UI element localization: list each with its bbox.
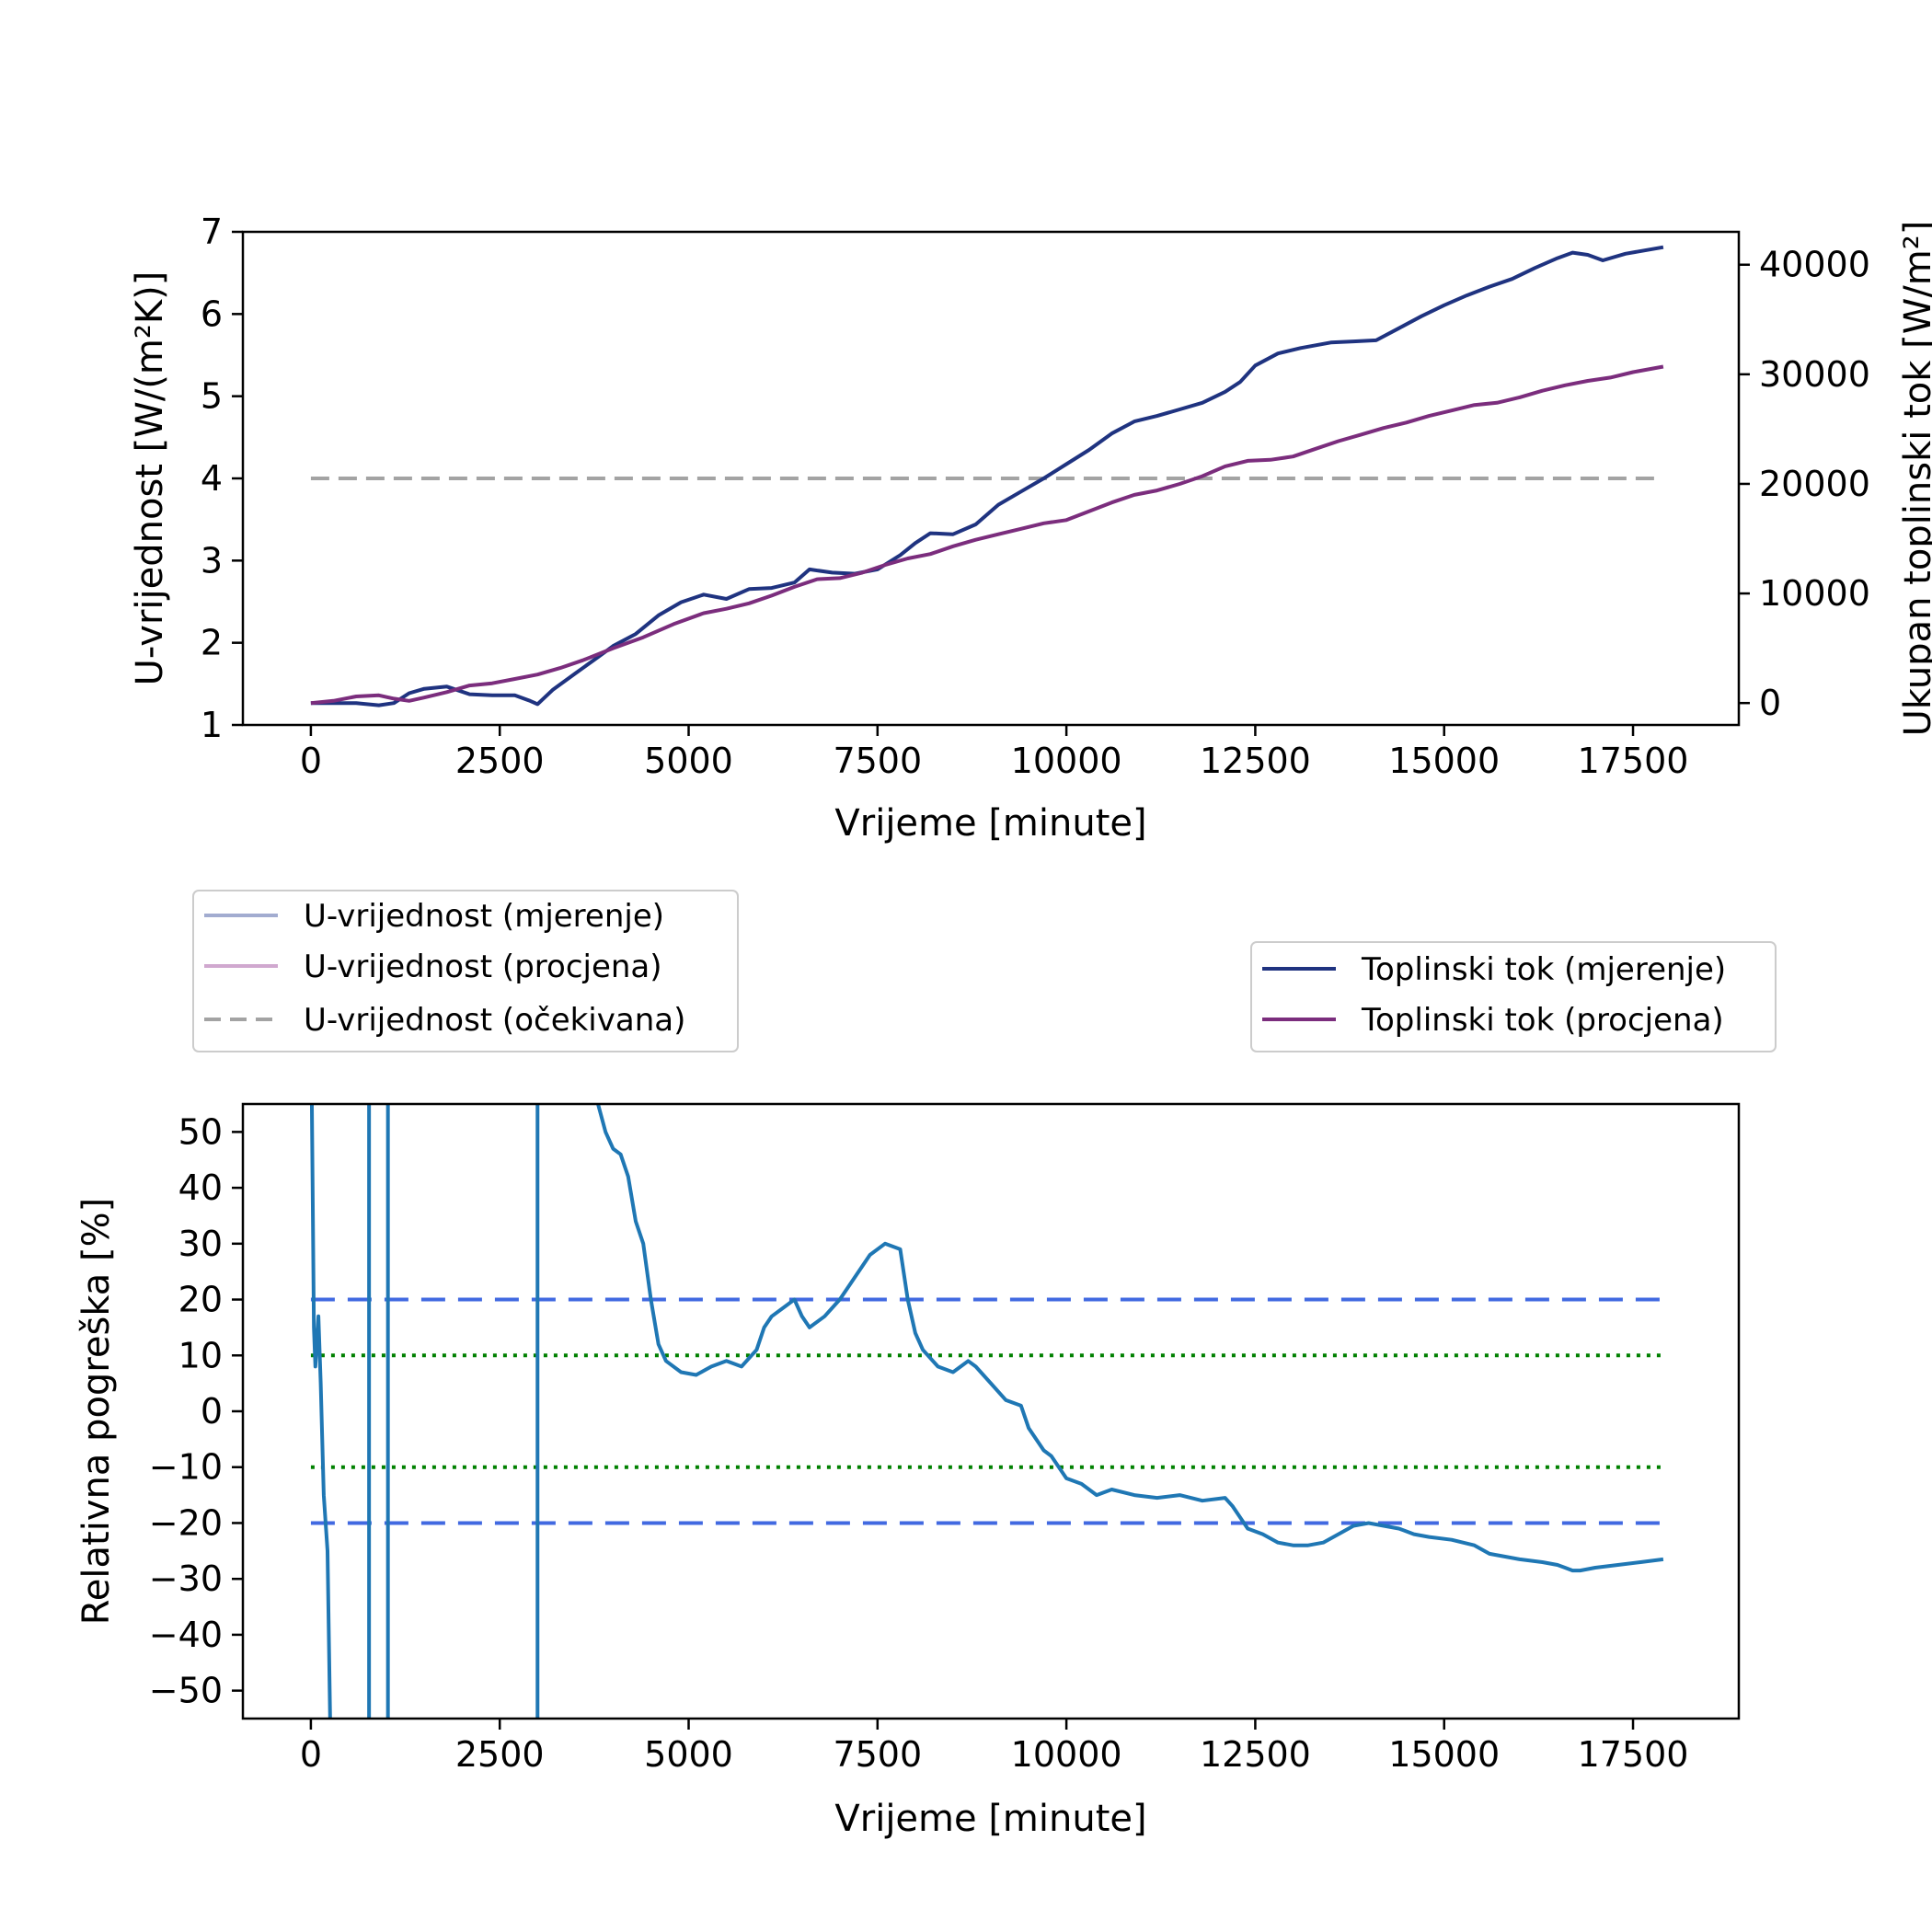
x-tick-label: 7500 <box>833 1734 922 1775</box>
x-tick-label: 5000 <box>644 741 733 781</box>
y-tick-label: 1 <box>201 705 223 745</box>
x-tick-label: 7500 <box>833 741 922 781</box>
legend-u-estimated: U-vrijednost (procjena) <box>304 949 662 985</box>
bottom-y-ticks: 50 40 30 20 10 0 −10 −20 −30 −40 −50 <box>149 1111 243 1711</box>
bottom-x-axis-label: Vrijeme [minute] <box>834 1798 1146 1840</box>
legend-heat-flux: Toplinski tok (mjerenje) Toplinski tok (… <box>1250 941 1777 1052</box>
y-tick-label: 3 <box>201 540 223 581</box>
legend-heat-flux-frame <box>1250 941 1777 1052</box>
x-tick-label: 10000 <box>1011 1734 1122 1775</box>
y-tick-label: 5 <box>201 376 223 417</box>
y-tick-label: −30 <box>149 1558 223 1599</box>
legend-flux-estimated: Toplinski tok (procjena) <box>1361 1002 1724 1039</box>
top-y-ticks: 1 2 3 4 5 6 7 <box>201 212 243 745</box>
x-tick-label: 2500 <box>455 741 545 781</box>
bottom-x-ticks: 0 2500 5000 7500 10000 12500 15000 17500 <box>300 1719 1689 1775</box>
x-tick-label: 5000 <box>644 1734 733 1775</box>
x-tick-label: 15000 <box>1388 1734 1500 1775</box>
legend-u-value: U-vrijednost (mjerenje) U-vrijednost (pr… <box>192 890 739 1052</box>
y-tick-label: 30 <box>178 1224 223 1264</box>
x-tick-label: 10000 <box>1011 741 1122 781</box>
top-y2-ticks: 0 10000 20000 30000 40000 <box>1739 245 1870 723</box>
x-tick-label: 17500 <box>1578 741 1689 781</box>
y2-tick-label: 20000 <box>1759 464 1870 504</box>
series-toplinski-tok-procjena <box>310 364 1664 706</box>
bottom-y-axis-label: Relativna pogreška [%] <box>75 1198 118 1625</box>
x-tick-label: 2500 <box>455 1734 545 1775</box>
top-y-axis-label: U-vrijednost [W/(m²K)] <box>129 271 171 686</box>
y-tick-label: 0 <box>201 1391 223 1432</box>
y-tick-label: −50 <box>149 1671 223 1711</box>
y-tick-label: 20 <box>178 1280 223 1320</box>
top-plot-lines <box>310 245 1664 707</box>
top-y2-axis-label: Ukupan toplinski tok [W/m²] <box>1897 221 1932 737</box>
y2-tick-label: 30000 <box>1759 354 1870 395</box>
y-tick-label: 7 <box>201 212 223 252</box>
top-chart: 0 2500 5000 7500 10000 12500 15000 17500 1 2 3 4 5 6… <box>129 212 1932 845</box>
legend-u-expected: U-vrijednost (očekivana) <box>304 1002 685 1039</box>
y-tick-label: 6 <box>201 293 223 334</box>
y-tick-label: −20 <box>149 1502 223 1543</box>
y2-tick-label: 40000 <box>1759 245 1870 285</box>
x-tick-label: 15000 <box>1388 741 1500 781</box>
y-tick-label: 10 <box>178 1335 223 1375</box>
x-tick-label: 17500 <box>1578 1734 1689 1775</box>
x-tick-label: 0 <box>300 1734 322 1775</box>
top-x-ticks: 0 2500 5000 7500 10000 12500 15000 17500 <box>300 725 1689 781</box>
y-tick-label: 2 <box>201 623 223 663</box>
y-tick-label: −40 <box>149 1615 223 1655</box>
y-tick-label: 40 <box>178 1167 223 1208</box>
legend-flux-measured: Toplinski tok (mjerenje) <box>1361 951 1726 988</box>
legend-u-value-frame <box>192 890 739 1052</box>
x-tick-label: 0 <box>300 741 322 781</box>
x-tick-label: 12500 <box>1200 741 1311 781</box>
top-x-axis-label: Vrijeme [minute] <box>834 802 1146 845</box>
bottom-plot-lines <box>309 1104 1664 1719</box>
legend-u-measured: U-vrijednost (mjerenje) <box>304 898 664 935</box>
y-tick-label: 4 <box>201 458 223 499</box>
y-tick-label: −10 <box>149 1447 223 1488</box>
error-series <box>596 1104 1664 1573</box>
x-tick-label: 12500 <box>1200 1734 1311 1775</box>
y-tick-label: 50 <box>178 1111 223 1152</box>
error-series-start <box>309 1104 332 1719</box>
series-toplinski-tok-mjerenje <box>310 245 1664 707</box>
y2-tick-label: 0 <box>1759 683 1781 723</box>
bottom-chart: 0 2500 5000 7500 10000 12500 15000 17500 50 40 30… <box>75 1102 1741 1840</box>
y2-tick-label: 10000 <box>1759 573 1870 614</box>
